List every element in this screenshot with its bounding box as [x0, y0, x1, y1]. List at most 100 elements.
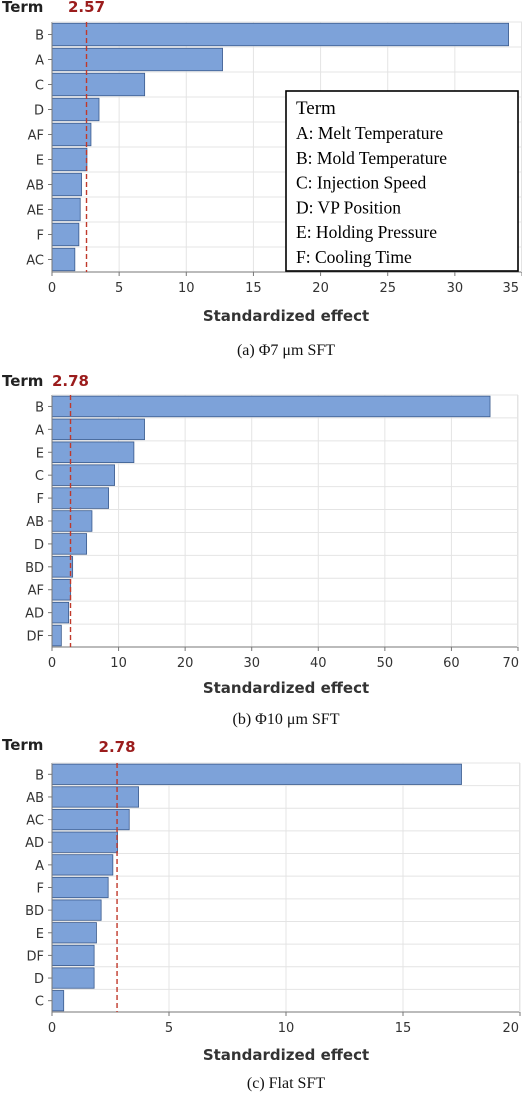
- bar-B: [51, 22, 509, 47]
- bar-AB: [51, 786, 139, 808]
- bar-DF: [51, 944, 95, 966]
- bar-F: [51, 876, 109, 899]
- y-tick-label: B: [35, 29, 44, 44]
- bar-F: [51, 487, 109, 509]
- y-tick-label: D: [34, 538, 44, 553]
- legend-item: B: Mold Temperature: [296, 148, 447, 168]
- bar-AD: [51, 831, 118, 853]
- bar-BD: [51, 899, 102, 921]
- bar-AD: [51, 601, 70, 624]
- y-axis-title: Term: [2, 372, 43, 390]
- y-tick-label: AC: [26, 814, 44, 829]
- y-tick-label: B: [35, 400, 44, 415]
- x-tick-label: 10: [178, 281, 195, 296]
- bar-D: [51, 97, 100, 122]
- bar-AE: [51, 197, 81, 222]
- legend-item: F: Cooling Time: [296, 247, 412, 267]
- y-tick-label: BD: [25, 561, 44, 576]
- bar-C: [51, 72, 146, 97]
- x-tick-label: 10: [110, 656, 127, 671]
- bar-C: [51, 464, 115, 486]
- y-tick-label: D: [34, 972, 44, 987]
- bar-E: [51, 922, 97, 944]
- y-tick-label: AD: [25, 836, 44, 851]
- y-tick-label: F: [37, 229, 44, 244]
- bar-E: [51, 147, 88, 172]
- y-tick-label: AF: [28, 584, 44, 599]
- reference-label: 2.78: [99, 738, 136, 756]
- x-tick-label: 30: [447, 281, 464, 296]
- y-tick-label: AD: [25, 607, 44, 622]
- bar-D: [51, 533, 88, 555]
- legend-item: E: Holding Pressure: [296, 222, 437, 242]
- x-tick-label: 15: [245, 281, 262, 296]
- x-tick-label: 20: [502, 1021, 519, 1036]
- legend-item: C: Injection Speed: [296, 173, 427, 193]
- y-axis-title: Term: [2, 0, 43, 16]
- y-tick-label: C: [35, 469, 44, 484]
- legend: Term A: Melt Temperature B: Mold Temperatu…: [285, 90, 519, 272]
- bar-E: [51, 441, 135, 463]
- bar-AB: [51, 172, 82, 197]
- y-tick-label: AC: [26, 254, 44, 269]
- y-tick-label: E: [36, 446, 44, 461]
- x-tick-label: 10: [278, 1021, 295, 1036]
- x-axis-title: Standardized effect: [203, 307, 369, 325]
- legend-box: [285, 90, 519, 272]
- y-tick-label: C: [35, 79, 44, 94]
- bar-DF: [51, 624, 62, 647]
- bar-B: [51, 763, 462, 785]
- x-tick-label: 70: [502, 656, 519, 671]
- figure-caption: (b) Φ10 μm SFT: [233, 711, 340, 728]
- y-tick-label: A: [35, 54, 44, 69]
- y-tick-label: AE: [27, 204, 44, 219]
- bar-C: [51, 990, 65, 1012]
- y-tick-label: A: [35, 423, 44, 438]
- y-tick-label: C: [35, 995, 44, 1010]
- reference-label: 2.78: [52, 372, 89, 390]
- x-tick-label: 5: [165, 1021, 173, 1036]
- legend-title: Term: [296, 98, 336, 119]
- legend-item: A: Melt Temperature: [296, 123, 443, 143]
- x-tick-label: 30: [243, 656, 260, 671]
- x-tick-label: 0: [48, 656, 56, 671]
- x-tick-label: 5: [115, 281, 123, 296]
- x-tick-label: 25: [379, 281, 396, 296]
- x-tick-label: 0: [48, 281, 56, 296]
- figure-caption: (a) Φ7 μm SFT: [237, 342, 335, 359]
- legend-item: D: VP Position: [296, 197, 401, 217]
- x-axis-title: Standardized effect: [203, 679, 369, 697]
- y-tick-label: E: [36, 927, 44, 942]
- x-tick-label: 15: [395, 1021, 412, 1036]
- figure-caption: (c) Flat SFT: [247, 1075, 325, 1092]
- bar-A: [51, 854, 114, 876]
- reference-label: 2.57: [68, 0, 105, 16]
- x-tick-label: 0: [48, 1021, 56, 1036]
- y-tick-label: A: [35, 859, 44, 874]
- bar-B: [51, 395, 491, 418]
- x-tick-label: 20: [177, 656, 194, 671]
- bar-D: [51, 967, 95, 989]
- bar-AF: [51, 122, 92, 147]
- y-tick-label: AF: [28, 129, 44, 144]
- y-tick-label: DF: [27, 630, 45, 645]
- bar-BD: [51, 556, 74, 578]
- y-tick-label: F: [37, 492, 44, 507]
- y-tick-label: AB: [26, 515, 44, 530]
- y-tick-label: B: [35, 768, 44, 783]
- x-tick-label: 60: [443, 656, 460, 671]
- y-axis-title: Term: [2, 736, 43, 754]
- x-tick-label: 20: [312, 281, 329, 296]
- y-tick-label: BD: [25, 904, 44, 919]
- x-axis-title: Standardized effect: [203, 1046, 369, 1064]
- y-tick-label: E: [36, 154, 44, 169]
- y-tick-label: DF: [27, 949, 45, 964]
- bar-A: [51, 418, 145, 441]
- chart-panel-2: B AB AC AD AF BD E DF DC0 5 10 15 20 2.78 Term Standard…: [2, 736, 521, 1092]
- bar-AB: [51, 510, 93, 532]
- bar-AF: [51, 579, 72, 601]
- bar-A: [51, 47, 223, 72]
